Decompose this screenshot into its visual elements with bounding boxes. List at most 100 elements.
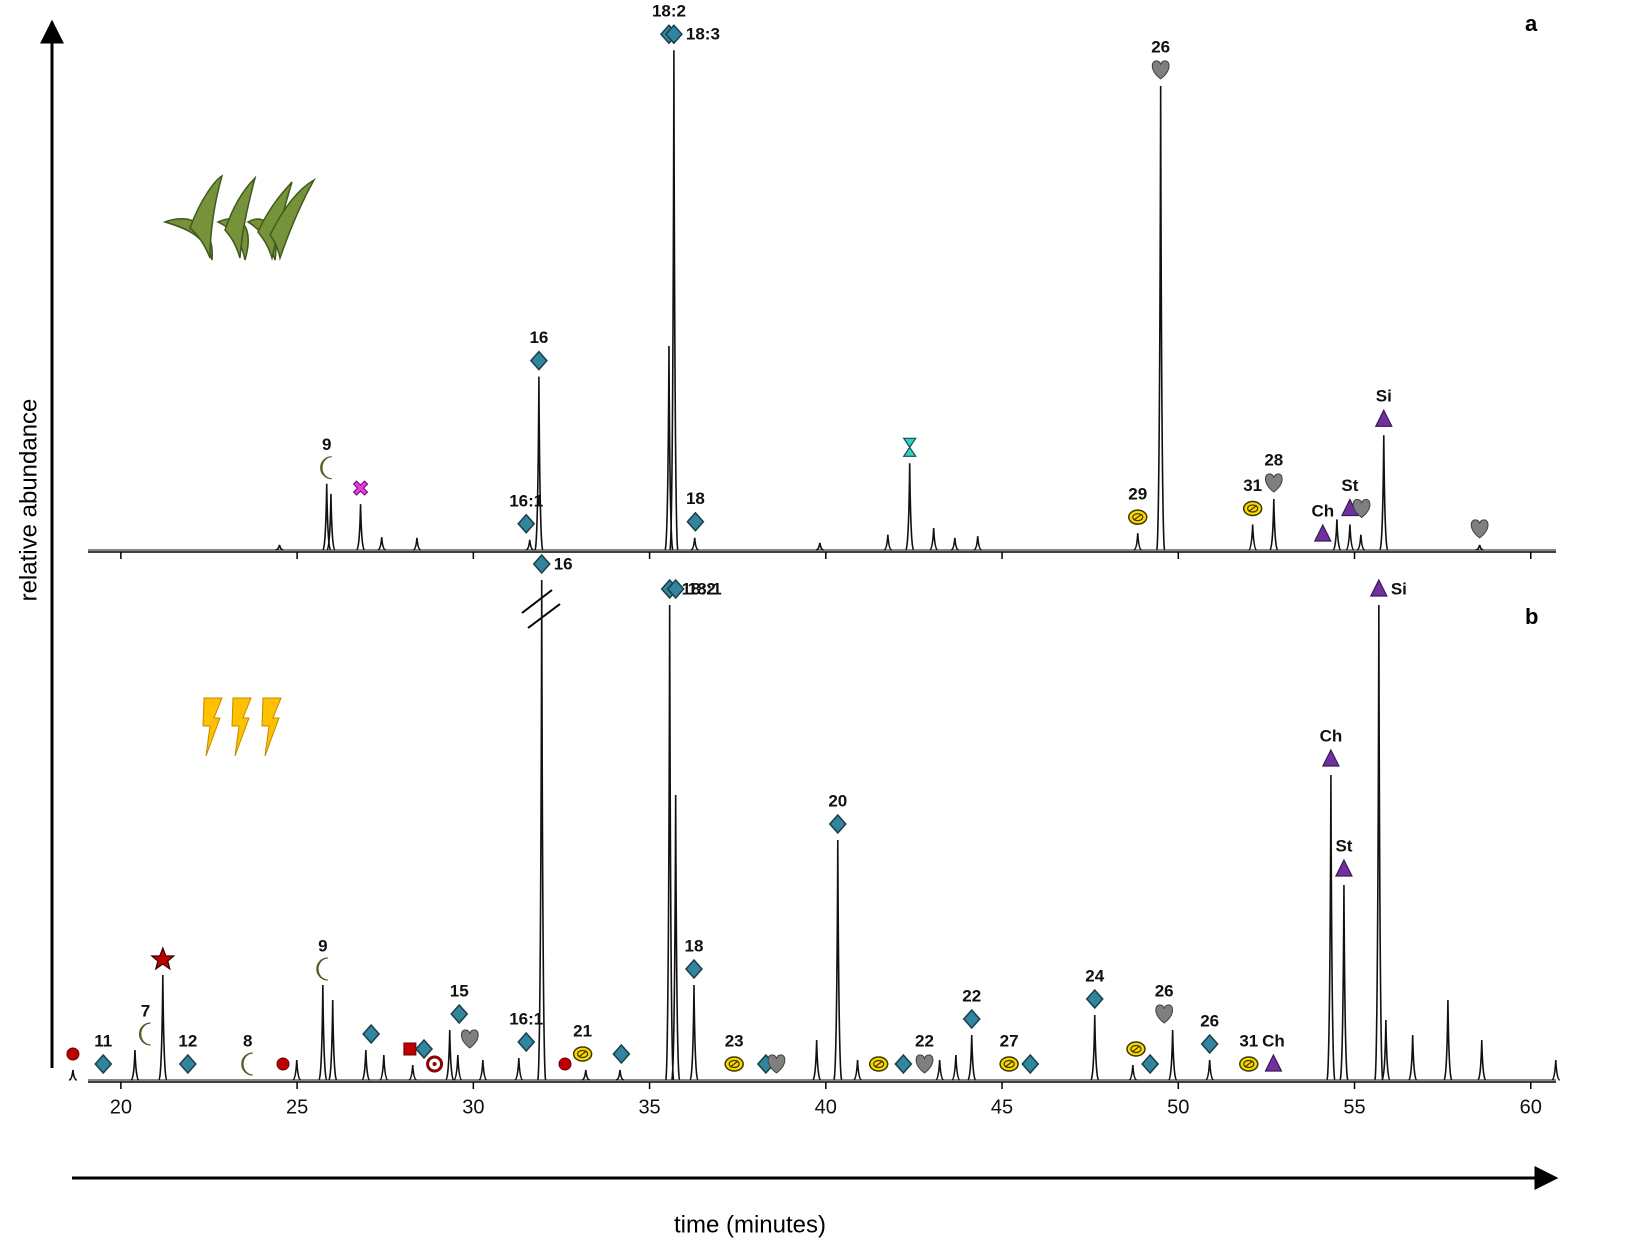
annotation-label: 8 bbox=[243, 1031, 252, 1050]
annotation: 27 bbox=[999, 1031, 1019, 1072]
peak bbox=[815, 542, 824, 551]
diamond-marker bbox=[664, 24, 683, 45]
hatch-marker-line bbox=[874, 1060, 884, 1068]
triangle-marker bbox=[1264, 1053, 1283, 1072]
annotation-label: 16:1 bbox=[509, 491, 543, 510]
annotation-label: 7 bbox=[141, 1001, 150, 1020]
annotation-label: 20 bbox=[828, 791, 847, 810]
annotation-label: Ch bbox=[1262, 1031, 1285, 1050]
annotation bbox=[767, 1054, 786, 1074]
annotation: 7 bbox=[139, 1001, 151, 1046]
x-axis-label: time (minutes) bbox=[674, 1211, 826, 1238]
annotation: 18 bbox=[685, 936, 704, 980]
peak bbox=[973, 536, 982, 551]
annotation: 26 bbox=[1200, 1011, 1219, 1055]
triangle-marker bbox=[1313, 523, 1332, 542]
peak bbox=[1443, 999, 1453, 1081]
annotation-label: 16 bbox=[554, 554, 573, 573]
annotation: 11 bbox=[94, 1031, 113, 1075]
peak bbox=[664, 604, 675, 1081]
peak bbox=[833, 839, 843, 1081]
annotation: 18:3 bbox=[664, 24, 720, 45]
annotation bbox=[868, 1056, 889, 1072]
panel-label: a bbox=[1525, 11, 1538, 36]
hatch-marker-line bbox=[729, 1060, 739, 1068]
annotation-label: 9 bbox=[322, 435, 331, 454]
annotation: Ch bbox=[1262, 1031, 1285, 1072]
peak bbox=[130, 1049, 140, 1081]
annotation: 26 bbox=[1151, 37, 1170, 80]
diamond-marker bbox=[94, 1053, 113, 1075]
annotation: 22 bbox=[915, 1031, 934, 1074]
heart-marker bbox=[767, 1054, 786, 1074]
annotation-label: Si bbox=[1376, 387, 1392, 406]
annotation-label: 16:1 bbox=[509, 1009, 543, 1028]
peak bbox=[536, 579, 547, 1081]
diamond-marker bbox=[529, 350, 548, 371]
crescent-marker bbox=[320, 456, 332, 480]
annotation-label: Si bbox=[1391, 579, 1407, 598]
x-tick-label: 60 bbox=[1520, 1096, 1542, 1118]
peak bbox=[690, 537, 699, 551]
annotation bbox=[612, 1043, 631, 1065]
annotation bbox=[276, 1057, 290, 1071]
annotation: 16 bbox=[529, 328, 548, 371]
peak bbox=[581, 1069, 590, 1081]
diamond-marker bbox=[362, 1023, 381, 1045]
annotation: 18 bbox=[686, 489, 705, 532]
peak bbox=[1332, 519, 1342, 551]
peak bbox=[514, 1057, 524, 1081]
x-tick-label: 55 bbox=[1343, 1096, 1365, 1118]
peak bbox=[1089, 1014, 1100, 1081]
peak bbox=[670, 794, 681, 1081]
annotation-label: 24 bbox=[1085, 966, 1104, 985]
x-tick-label: 30 bbox=[462, 1096, 484, 1118]
dot-marker bbox=[276, 1057, 290, 1071]
diamond-marker bbox=[1200, 1033, 1219, 1055]
x-tick-label: 20 bbox=[110, 1096, 132, 1118]
peak bbox=[534, 376, 544, 551]
annotation: 12 bbox=[178, 1031, 197, 1075]
peak bbox=[950, 537, 960, 551]
annotation: 26 bbox=[1155, 981, 1174, 1024]
annotation-label: 27 bbox=[1000, 1031, 1019, 1050]
hatch-marker-line bbox=[578, 1050, 587, 1058]
annotation-label: St bbox=[1341, 476, 1358, 495]
diamond-marker bbox=[828, 813, 847, 835]
hatch-marker-line bbox=[1133, 513, 1143, 521]
annotation bbox=[414, 1038, 433, 1060]
heart-marker bbox=[1352, 498, 1371, 519]
triangle-marker bbox=[1369, 578, 1388, 597]
annotation-label: 18:2 bbox=[682, 579, 716, 598]
peak bbox=[1407, 1034, 1418, 1081]
peak bbox=[1475, 544, 1484, 551]
heart-marker bbox=[460, 1029, 479, 1049]
annotation-label: 18 bbox=[686, 489, 705, 508]
annotation bbox=[460, 1029, 479, 1049]
peak bbox=[883, 534, 893, 551]
axis-break bbox=[521, 589, 553, 614]
peak bbox=[377, 537, 386, 551]
annotation-label: 15 bbox=[450, 981, 469, 1000]
annotation-label: 26 bbox=[1151, 37, 1170, 56]
crescent-marker bbox=[241, 1052, 253, 1076]
peak bbox=[412, 537, 422, 551]
peak bbox=[318, 984, 328, 1081]
x-tick-label: 50 bbox=[1167, 1096, 1189, 1118]
annotation-label: 18 bbox=[685, 936, 704, 955]
annotation: 22 bbox=[962, 986, 981, 1030]
peak bbox=[525, 539, 534, 551]
annotation-label: 11 bbox=[94, 1031, 112, 1050]
peak bbox=[1133, 533, 1143, 551]
grass-icon bbox=[162, 174, 316, 261]
peak bbox=[478, 1059, 488, 1081]
annotation: 28 bbox=[1264, 450, 1283, 493]
peak bbox=[1551, 1059, 1561, 1081]
peak bbox=[669, 50, 679, 551]
peak bbox=[292, 1059, 302, 1081]
x-tick-label: 40 bbox=[815, 1096, 837, 1118]
annotation: Si bbox=[1369, 578, 1407, 598]
diamond-marker bbox=[517, 513, 536, 534]
heart-marker bbox=[1470, 519, 1489, 539]
